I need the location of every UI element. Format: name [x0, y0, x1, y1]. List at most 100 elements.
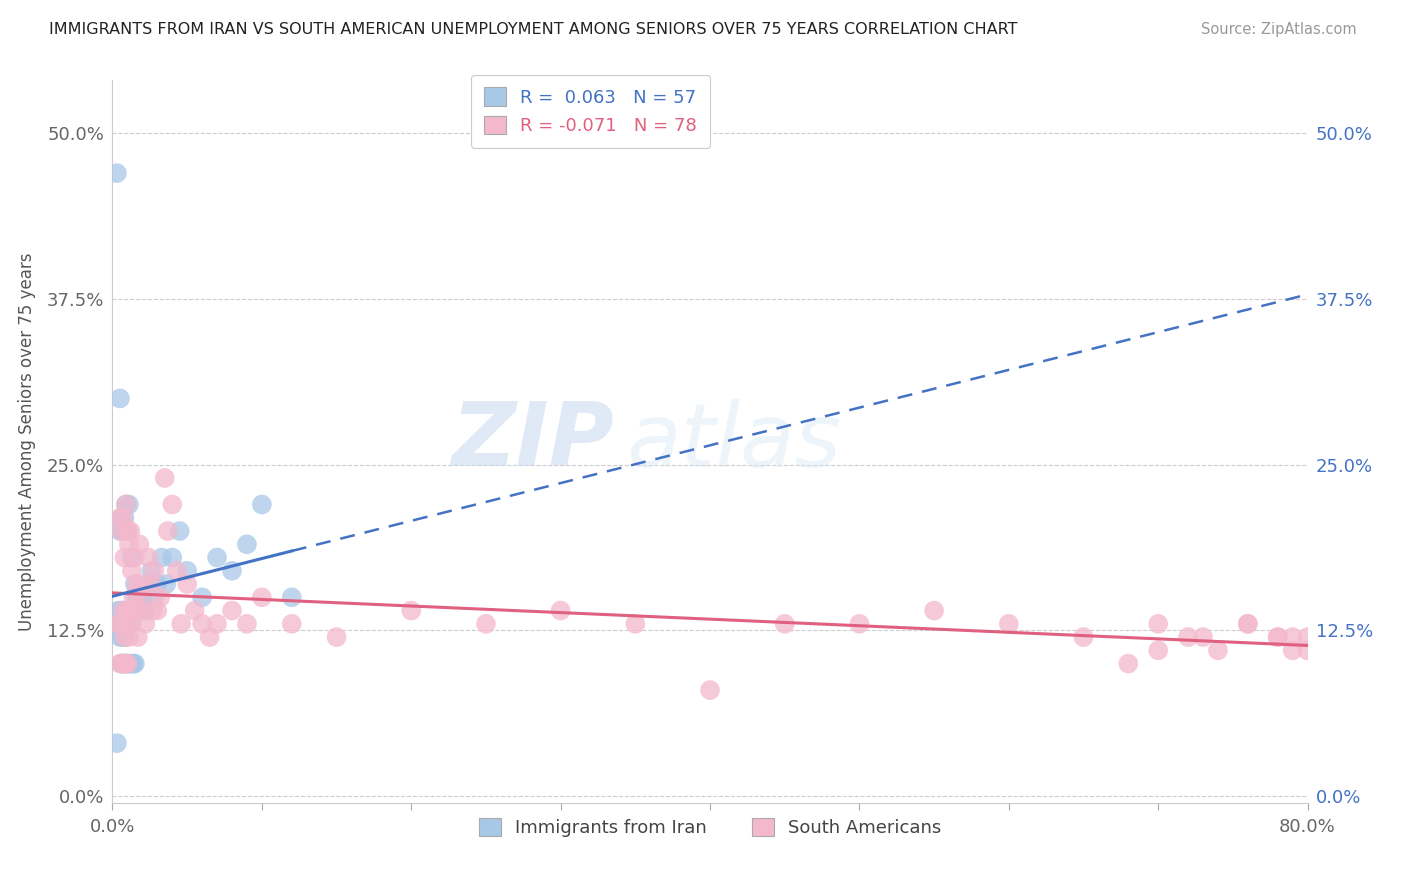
Point	[111, 616, 134, 631]
Point	[115, 657, 138, 671]
Point	[111, 510, 134, 524]
Point	[120, 603, 142, 617]
Point	[117, 657, 139, 671]
Point	[108, 657, 131, 671]
Point	[134, 603, 156, 617]
Point	[120, 616, 142, 631]
Point	[114, 550, 135, 565]
Point	[127, 630, 149, 644]
Point	[128, 537, 150, 551]
Point	[1177, 630, 1199, 644]
Point	[166, 564, 188, 578]
Point	[114, 630, 135, 644]
Point	[1267, 630, 1289, 644]
Point	[115, 657, 138, 671]
Point	[1281, 643, 1303, 657]
Point	[121, 550, 143, 565]
Point	[176, 577, 198, 591]
Point	[848, 616, 870, 631]
Point	[124, 657, 146, 671]
Y-axis label: Unemployment Among Seniors over 75 years: Unemployment Among Seniors over 75 years	[18, 252, 35, 631]
Point	[146, 577, 169, 591]
Point	[122, 657, 145, 671]
Point	[108, 630, 131, 644]
Point	[122, 603, 145, 617]
Point	[131, 577, 153, 591]
Point	[110, 524, 132, 538]
Point	[117, 603, 139, 617]
Text: Source: ZipAtlas.com: Source: ZipAtlas.com	[1201, 22, 1357, 37]
Point	[108, 524, 131, 538]
Point	[176, 564, 198, 578]
Point	[183, 603, 205, 617]
Point	[107, 603, 129, 617]
Point	[131, 591, 153, 605]
Point	[121, 564, 143, 578]
Point	[138, 550, 160, 565]
Point	[107, 616, 129, 631]
Point	[128, 603, 150, 617]
Point	[129, 603, 152, 617]
Point	[205, 616, 228, 631]
Point	[191, 616, 214, 631]
Point	[110, 616, 132, 631]
Legend: Immigrants from Iran, South Americans: Immigrants from Iran, South Americans	[468, 807, 952, 848]
Point	[922, 603, 945, 617]
Point	[124, 550, 146, 565]
Point	[127, 591, 149, 605]
Point	[1237, 616, 1260, 631]
Point	[142, 603, 165, 617]
Point	[1296, 643, 1319, 657]
Point	[162, 550, 183, 565]
Point	[118, 498, 141, 512]
Point	[108, 616, 131, 631]
Point	[550, 603, 572, 617]
Point	[146, 603, 169, 617]
Point	[250, 498, 273, 512]
Point	[221, 564, 243, 578]
Point	[1296, 630, 1319, 644]
Point	[143, 564, 166, 578]
Point	[998, 616, 1021, 631]
Point	[121, 657, 143, 671]
Point	[699, 683, 721, 698]
Point	[120, 603, 142, 617]
Point	[111, 657, 134, 671]
Text: IMMIGRANTS FROM IRAN VS SOUTH AMERICAN UNEMPLOYMENT AMONG SENIORS OVER 75 YEARS : IMMIGRANTS FROM IRAN VS SOUTH AMERICAN U…	[49, 22, 1018, 37]
Point	[110, 510, 132, 524]
Text: atlas: atlas	[627, 399, 841, 484]
Point	[156, 524, 179, 538]
Point	[114, 510, 135, 524]
Point	[122, 591, 145, 605]
Point	[1147, 616, 1170, 631]
Point	[108, 392, 131, 406]
Point	[110, 657, 132, 671]
Point	[118, 630, 141, 644]
Point	[1118, 657, 1140, 671]
Point	[191, 591, 214, 605]
Point	[115, 616, 138, 631]
Point	[120, 524, 142, 538]
Point	[1237, 616, 1260, 631]
Point	[155, 577, 177, 591]
Point	[170, 616, 193, 631]
Point	[141, 564, 163, 578]
Point	[110, 603, 132, 617]
Point	[108, 510, 131, 524]
Point	[111, 630, 134, 644]
Point	[624, 616, 647, 631]
Point	[129, 603, 152, 617]
Point	[117, 657, 139, 671]
Point	[150, 550, 173, 565]
Point	[118, 537, 141, 551]
Point	[115, 616, 138, 631]
Point	[124, 577, 146, 591]
Point	[105, 736, 128, 750]
Point	[205, 550, 228, 565]
Text: ZIP: ZIP	[451, 398, 614, 485]
Point	[250, 591, 273, 605]
Point	[107, 616, 129, 631]
Point	[1206, 643, 1229, 657]
Point	[1147, 643, 1170, 657]
Point	[1281, 630, 1303, 644]
